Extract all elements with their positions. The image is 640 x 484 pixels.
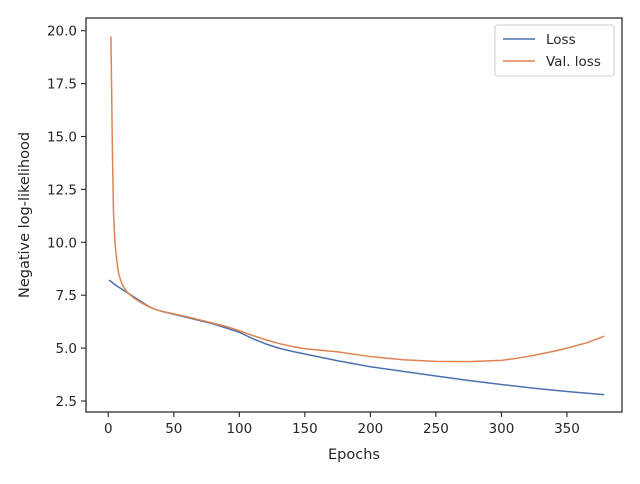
x-tick-label: 350 <box>554 421 580 437</box>
x-tick-label: 100 <box>226 421 252 437</box>
x-tick-label: 0 <box>104 421 113 437</box>
y-tick-label: 12.5 <box>47 182 77 198</box>
x-tick-label: 150 <box>292 421 318 437</box>
y-tick-label: 20.0 <box>47 24 77 40</box>
x-tick-label: 50 <box>165 421 182 437</box>
legend: Loss Val. loss <box>494 24 615 77</box>
y-tick-label: 15.0 <box>47 129 77 145</box>
y-axis-ticks: 2.5 5.0 7.5 10.0 12.5 15.0 17.5 20.0 <box>47 24 86 410</box>
x-tick-label: 300 <box>489 421 515 437</box>
x-tick-label: 200 <box>357 421 383 437</box>
legend-label-loss: Loss <box>546 32 576 48</box>
y-tick-label: 17.5 <box>47 77 77 93</box>
y-tick-label: 7.5 <box>56 288 77 304</box>
series-line-loss <box>108 279 605 396</box>
y-tick-label: 2.5 <box>56 394 77 410</box>
legend-label-val-loss: Val. loss <box>546 54 601 70</box>
series-line-val-loss <box>110 36 605 363</box>
y-tick-label: 5.0 <box>56 341 77 357</box>
y-axis-label: Negative log-likelihood <box>17 132 33 298</box>
y-tick-label: 10.0 <box>47 235 77 251</box>
x-tick-label: 250 <box>423 421 449 437</box>
plot-frame <box>85 17 623 413</box>
plot-background <box>86 18 622 412</box>
series-layer <box>108 36 605 396</box>
x-axis-ticks: 0 50 100 150 200 250 300 350 <box>104 412 580 437</box>
x-axis-label: Epochs <box>328 447 380 463</box>
legend-box <box>494 24 615 77</box>
